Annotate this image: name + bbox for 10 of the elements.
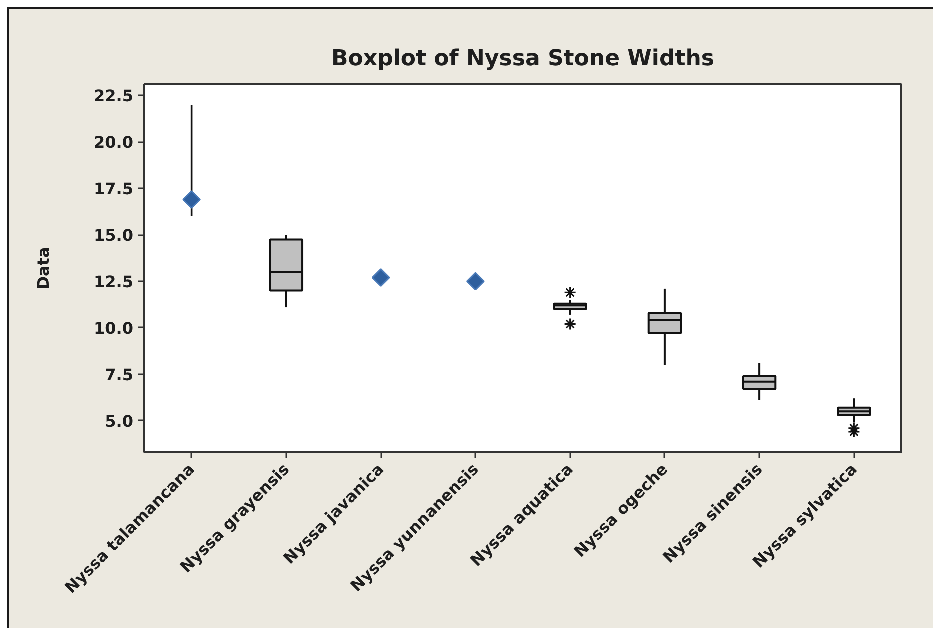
y-tick-label: 12.5 [94, 272, 134, 292]
chart-title: Boxplot of Nyssa Stone Widths [332, 46, 715, 72]
y-tick-label: 5.0 [105, 412, 134, 431]
y-tick-label: 20.0 [94, 133, 134, 152]
y-axis-title: Data [34, 247, 54, 290]
y-tick-label: 15.0 [94, 226, 134, 246]
y-tick-label: 17.5 [94, 180, 134, 199]
y-tick-label: 22.5 [94, 86, 134, 106]
y-tick-label: 10.0 [94, 318, 134, 338]
y-tick-label: 7.5 [105, 365, 134, 384]
